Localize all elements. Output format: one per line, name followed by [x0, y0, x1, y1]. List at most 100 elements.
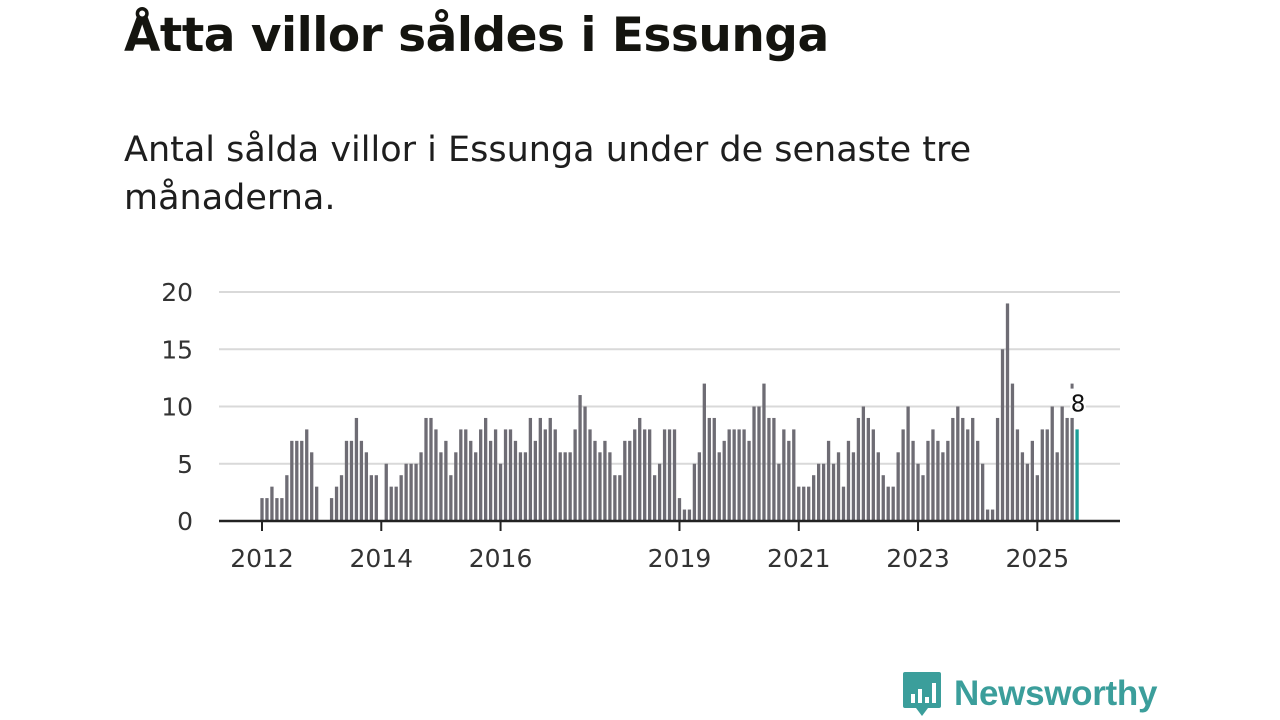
x-tick-label: 2014: [349, 544, 413, 573]
bar: [1045, 429, 1049, 521]
bar: [747, 440, 751, 521]
bar: [787, 440, 791, 521]
bar: [513, 440, 518, 521]
bar: [896, 452, 900, 521]
bar: [364, 452, 369, 521]
bar: [344, 440, 349, 521]
bar: [444, 440, 448, 521]
bar: [354, 417, 359, 521]
bar: [484, 417, 488, 521]
newsworthy-logo: Newsworthy: [902, 670, 1157, 718]
x-tick-label: 2012: [230, 544, 294, 573]
newsworthy-icon: [903, 672, 941, 716]
bar: [886, 486, 890, 521]
bar: [981, 463, 985, 521]
bar: [498, 463, 503, 521]
bar: [568, 452, 572, 521]
bar: [742, 429, 746, 521]
bar: [638, 417, 642, 521]
bar: [464, 429, 468, 521]
bar: [777, 463, 781, 521]
bar: [399, 475, 403, 521]
y-tick-label: 20: [161, 278, 193, 307]
bar: [548, 417, 552, 521]
bar: [941, 452, 945, 521]
bar: [1000, 349, 1005, 521]
highlight-value-label: 8: [1071, 392, 1086, 418]
bar: [270, 486, 274, 521]
bar: [841, 486, 846, 521]
bar: [628, 440, 632, 521]
bar: [479, 429, 483, 521]
bar: [469, 440, 473, 521]
bar: [404, 463, 408, 521]
bar: [657, 463, 662, 521]
bar: [1070, 417, 1074, 521]
bar: [558, 452, 562, 521]
bar: [553, 429, 557, 521]
bar: [826, 440, 831, 521]
bar: [737, 429, 741, 521]
bar: [995, 417, 1000, 521]
bar: [752, 406, 756, 521]
bar: [1060, 406, 1064, 521]
bar: [339, 475, 344, 521]
bar: [1025, 463, 1030, 521]
bar: [667, 429, 672, 521]
y-axis-ticks: 0 5 10 15 20: [161, 278, 193, 536]
bar: [722, 440, 726, 521]
chart-title: Åtta villor såldes i Essunga: [124, 8, 829, 63]
bar: [687, 509, 692, 521]
bar: [866, 417, 870, 521]
brand-name: Newsworthy: [954, 674, 1158, 713]
bar: [906, 406, 910, 521]
bar: [315, 486, 319, 521]
bar: [508, 429, 513, 521]
bar: [812, 475, 816, 521]
bar: [956, 406, 960, 521]
bar: [966, 429, 970, 521]
bar: [310, 452, 314, 521]
bar: [911, 440, 915, 521]
bar: [672, 429, 677, 521]
bar: [384, 463, 388, 521]
bar: [926, 440, 930, 521]
bar: [593, 440, 597, 521]
bar: [961, 417, 965, 521]
bar: [419, 452, 423, 521]
bar: [821, 463, 826, 521]
bar: [881, 475, 885, 521]
bar: [1055, 452, 1059, 521]
bar: [1050, 406, 1054, 521]
bar: [573, 429, 577, 521]
annotations: 8: [1069, 383, 1087, 420]
y-tick-label: 5: [177, 450, 193, 479]
y-tick-label: 15: [161, 335, 193, 364]
bar: [374, 475, 378, 521]
bar: [633, 429, 637, 521]
bar: [891, 486, 895, 521]
bar: [916, 463, 920, 521]
bar: [449, 475, 453, 521]
bar: [543, 429, 547, 521]
bar: [971, 417, 975, 521]
bar: [976, 440, 980, 521]
bar: [598, 452, 602, 521]
bar: [523, 452, 528, 521]
bar: [846, 440, 851, 521]
bar: [394, 486, 398, 521]
bar: [439, 452, 443, 521]
bar: [434, 429, 438, 521]
bar: [285, 475, 289, 521]
bar: [1010, 383, 1015, 521]
bar: [459, 429, 463, 521]
bar: [334, 486, 339, 521]
bar: [757, 406, 761, 521]
bar: [588, 429, 592, 521]
bar: [474, 452, 478, 521]
bar: [692, 463, 697, 521]
bar: [1030, 440, 1034, 521]
bar: [816, 463, 821, 521]
bars: [260, 303, 1079, 521]
